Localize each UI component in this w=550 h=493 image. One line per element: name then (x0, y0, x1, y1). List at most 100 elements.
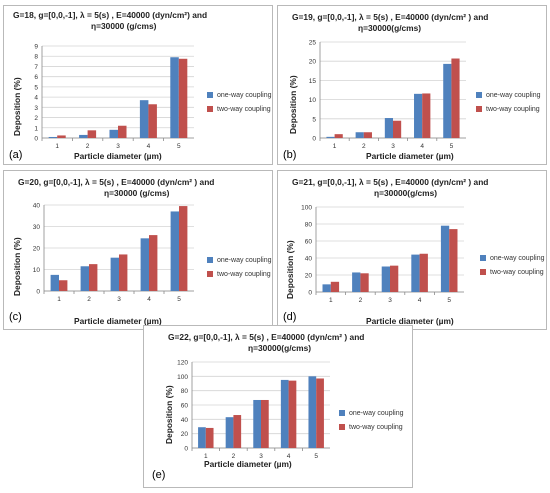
bar-two-way-d5 (179, 206, 188, 291)
x-tick-label: 4 (418, 297, 422, 304)
y-tick-label: 3 (34, 105, 38, 112)
bar-two-way-d5 (449, 229, 458, 292)
legend-label-two-way: two-way coupling (217, 105, 271, 113)
legend-swatch-two-way (476, 106, 482, 112)
legend-swatch-one-way (476, 92, 482, 98)
bar-two-way-d1 (59, 280, 68, 291)
legend-swatch-two-way (480, 269, 486, 275)
bar-two-way-d3 (390, 265, 399, 292)
chart-title-line1: G=21, g=[0,0,-1], λ = 5(s) , E=40000 (dy… (292, 177, 489, 187)
y-tick-label: 0 (36, 289, 40, 296)
legend-swatch-one-way (207, 92, 213, 98)
y-tick-label: 2 (34, 115, 38, 122)
y-tick-label: 10 (33, 267, 41, 274)
bar-two-way-d4 (419, 253, 428, 292)
bar-one-way-d2 (352, 272, 361, 292)
x-tick-label: 5 (177, 143, 181, 150)
x-tick-label: 2 (359, 297, 363, 304)
plot-area: 0 20 40 60 80 100 1 2 3 4 5 (301, 205, 464, 304)
bar-two-way-d2 (87, 130, 97, 138)
legend-label-one-way: one-way coupling (349, 409, 404, 417)
y-tick-label: 9 (34, 44, 38, 51)
bar-two-way-d4 (422, 93, 431, 138)
y-tick-label: 4 (34, 95, 38, 102)
chart-title-line1: G=22, g=[0,0,-1], λ = 5(s) , E=40000 (dy… (168, 332, 365, 342)
bar-one-way-d1 (322, 284, 331, 292)
bar-two-way-d2 (89, 264, 98, 291)
legend-label-two-way: two-way coupling (490, 268, 544, 276)
chart-panel-e: 0 20 40 60 80 100 120 1 2 3 4 5 G=22, g=[0,0,-1], λ… (143, 325, 413, 488)
bar-two-way-d1 (330, 281, 340, 292)
y-tick-label: 1 (34, 125, 38, 132)
y-tick-label: 20 (33, 246, 41, 253)
bar-one-way-d3 (109, 129, 118, 138)
bar-one-way-d5 (308, 376, 317, 448)
x-axis-label: Particle diameter (µm) (366, 316, 454, 326)
chart-title-line1: G=20, g=[0,0,-1], λ = 5(s) , E=40000 (dy… (18, 177, 215, 187)
y-axis-label: Deposition (%) (285, 240, 295, 299)
y-tick-label: 20 (309, 59, 317, 66)
legend-swatch-two-way (207, 106, 213, 112)
y-tick-label: 10 (309, 97, 317, 104)
chart-panel-a: 0 1 2 3 4 5 6 7 8 9 1 2 3 4 5 G=18, g=[0,0,-1], λ = 5(… (3, 5, 273, 165)
x-tick-label: 5 (314, 453, 318, 460)
y-tick-label: 5 (312, 116, 316, 123)
bar-one-way-d5 (170, 57, 179, 138)
bar-two-way-d2 (363, 132, 372, 138)
x-tick-label: 4 (147, 143, 151, 150)
x-tick-label: 4 (287, 453, 291, 460)
legend: one-way coupling two-way coupling (476, 88, 540, 116)
bar-two-way-d5 (451, 58, 460, 138)
bar-one-way-d4 (140, 238, 149, 291)
chart-title-line1: G=19, g=[0,0,-1], λ = 5(s) , E=40000 (dy… (292, 12, 489, 22)
y-tick-label: 6 (34, 74, 38, 81)
y-tick-label: 40 (33, 203, 41, 210)
x-tick-label: 1 (55, 143, 59, 150)
chart-title-line1: G=18, g=[0,0,-1], λ = 5(s) , E=40000 (dy… (13, 10, 208, 20)
y-tick-label: 25 (309, 40, 317, 47)
bar-one-way-d4 (139, 100, 149, 138)
legend-label-one-way: one-way coupling (486, 91, 541, 99)
bar-two-way-d4 (149, 235, 158, 291)
y-tick-label: 60 (181, 403, 189, 410)
bar-one-way-d1 (48, 136, 58, 138)
bar-two-way-d1 (334, 134, 343, 138)
bar-one-way-d3 (110, 257, 119, 291)
y-tick-label: 40 (181, 417, 189, 424)
y-axis-label: Deposition (%) (12, 237, 22, 296)
chart-title-line2: η=30000 (g/cms) (91, 21, 157, 31)
legend: one-way coupling two-way coupling (480, 251, 544, 279)
bar-one-way-d5 (443, 63, 452, 138)
plot-area: 0 20 40 60 80 100 120 1 2 3 4 5 (177, 360, 330, 460)
x-tick-label: 2 (362, 143, 366, 150)
bar-one-way-d4 (411, 254, 420, 292)
bar-two-way-d3 (261, 399, 269, 448)
panel-label: (d) (283, 311, 297, 323)
x-tick-label: 5 (450, 143, 454, 150)
chart-panel-d: 0 20 40 60 80 100 1 2 3 4 5 G=21, g=[0,0,-1], λ = … (277, 170, 547, 330)
chart-title: G=21, g=[0,0,-1], λ = 5(s) , E=40000 (dy… (292, 177, 547, 199)
bar-one-way-d3 (384, 118, 393, 138)
x-tick-label: 2 (86, 143, 90, 150)
plot-area: 0 1 2 3 4 5 6 7 8 9 1 2 3 4 5 (34, 44, 194, 150)
y-tick-label: 7 (34, 64, 38, 71)
x-tick-label: 3 (117, 296, 121, 303)
panel-label: (c) (9, 311, 22, 323)
panel-label: (a) (9, 149, 23, 161)
bar-one-way-d5 (440, 225, 450, 292)
y-tick-label: 0 (184, 446, 188, 453)
bar-two-way-d1 (57, 135, 66, 138)
chart-title-line2: η=30000(g/cms) (248, 343, 312, 353)
y-tick-label: 20 (181, 431, 189, 438)
legend-label-two-way: two-way coupling (486, 105, 540, 113)
x-tick-label: 3 (388, 297, 392, 304)
bar-two-way-d3 (119, 254, 128, 291)
y-tick-label: 100 (177, 374, 188, 381)
x-tick-label: 1 (204, 453, 208, 460)
y-tick-label: 100 (301, 205, 312, 212)
chart-panel-c: 0 10 20 30 40 1 2 3 4 5 G=20, g=[0,0,-1], λ = 5(s… (3, 170, 273, 330)
y-axis-label: Deposition (%) (288, 75, 298, 134)
bar-two-way-d5 (316, 378, 324, 448)
bar-one-way-d2 (225, 417, 234, 448)
plot-area: 0 5 10 15 20 25 1 2 3 4 5 (309, 40, 466, 150)
